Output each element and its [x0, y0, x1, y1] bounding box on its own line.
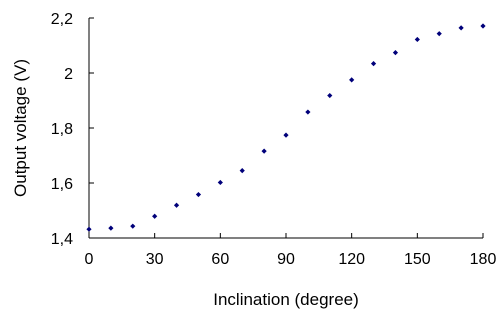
data-point	[480, 23, 486, 29]
data-point	[152, 213, 158, 219]
data-point	[327, 92, 333, 99]
data-point	[305, 109, 311, 115]
y-tick-label: 2	[64, 66, 73, 83]
axes	[88, 18, 483, 239]
data-point	[261, 148, 267, 154]
x-tick-label: 150	[404, 251, 431, 268]
y-tick-label: 2,2	[51, 11, 73, 28]
y-tick-label: 1,8	[51, 121, 73, 138]
y-ticks: 1,4 1,6 1,8 2 2,2	[51, 11, 94, 248]
x-tick-label: 180	[470, 251, 497, 268]
data-point	[173, 202, 180, 208]
data-point	[239, 168, 245, 174]
data-point	[458, 25, 464, 31]
x-axis-title: Inclination (degree)	[213, 290, 359, 309]
data-point	[195, 191, 202, 198]
data-point	[108, 225, 114, 231]
x-tick-label: 60	[211, 251, 229, 268]
x-ticks: 0 30 60 90 120 150 180	[85, 233, 497, 268]
data-point	[436, 31, 442, 37]
y-tick-label: 1,4	[51, 231, 73, 248]
data-points	[86, 23, 486, 232]
y-tick-label: 1,6	[51, 176, 73, 193]
data-point	[370, 61, 377, 67]
data-point	[86, 226, 92, 232]
data-point	[414, 36, 420, 43]
data-point	[283, 132, 289, 138]
x-tick-label: 30	[146, 251, 164, 268]
data-point	[349, 77, 355, 83]
x-tick-label: 120	[338, 251, 365, 268]
data-point	[130, 223, 136, 229]
y-axis-title: Output voltage (V)	[11, 59, 30, 197]
data-point	[392, 50, 399, 56]
data-point	[217, 179, 223, 186]
x-tick-label: 0	[85, 251, 94, 268]
x-tick-label: 90	[277, 251, 295, 268]
